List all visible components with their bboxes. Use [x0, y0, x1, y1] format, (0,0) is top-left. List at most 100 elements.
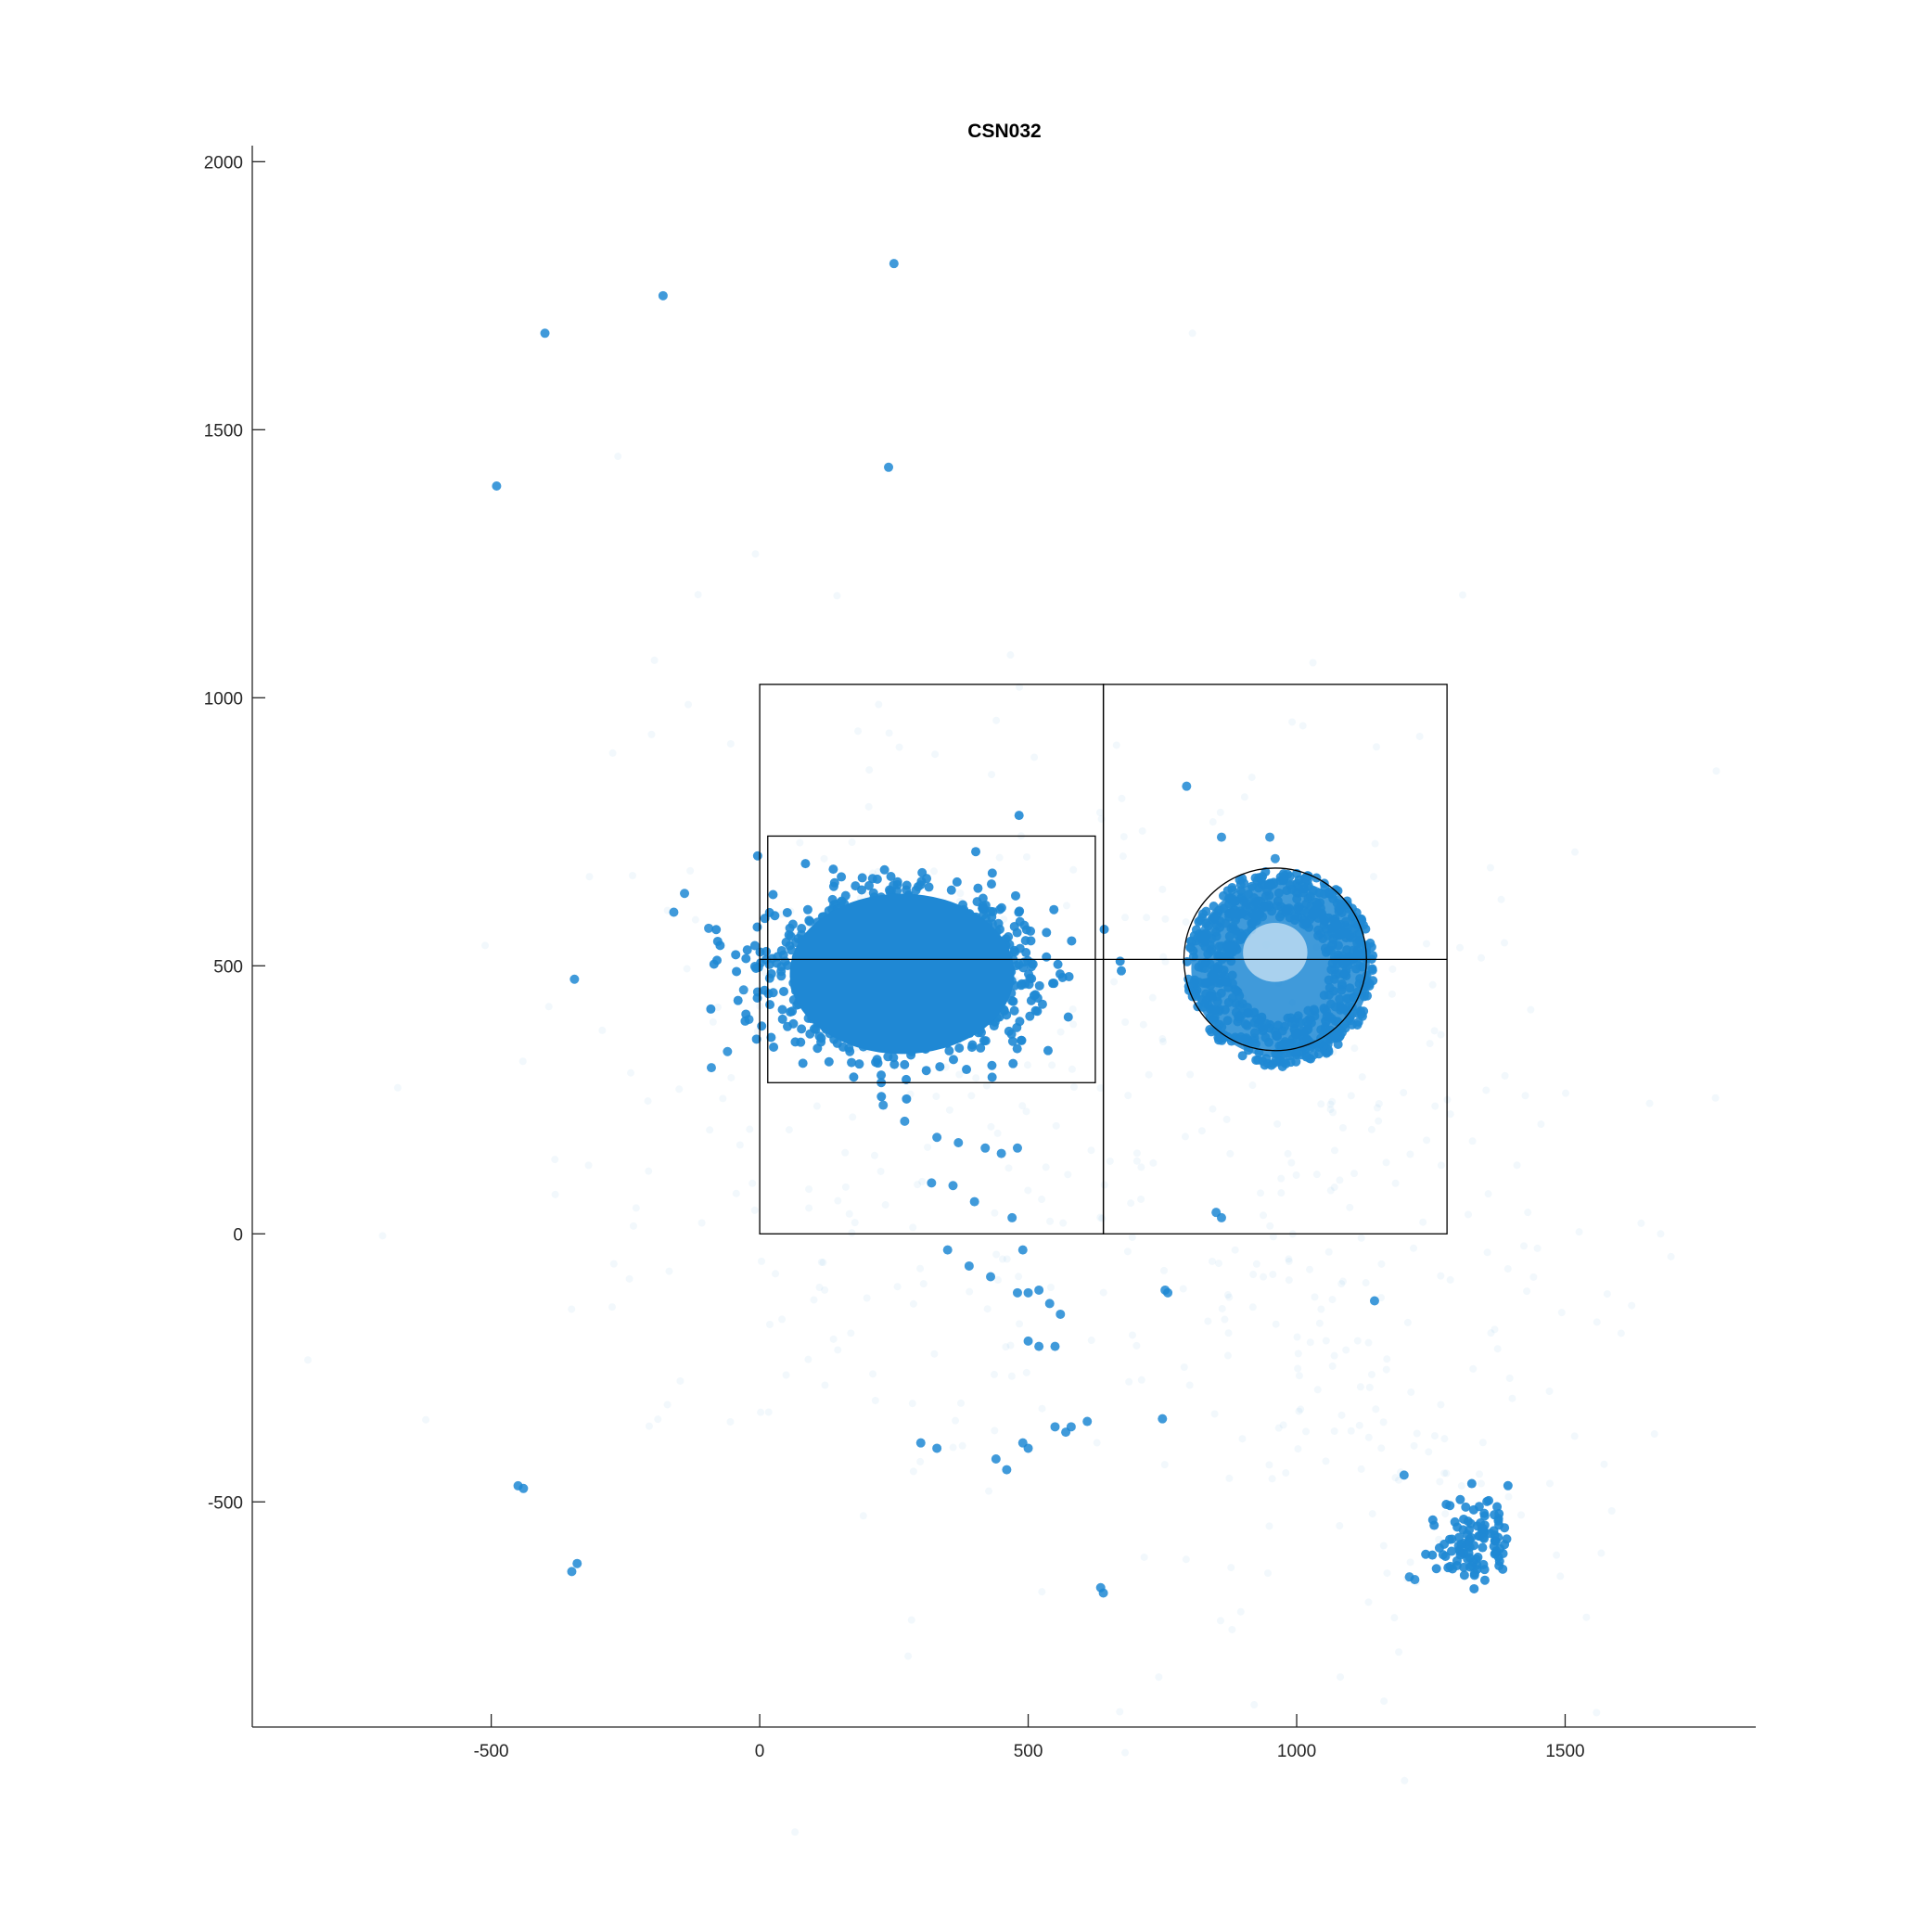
data-point [1427, 1515, 1438, 1525]
data-point [804, 915, 814, 926]
data-point [996, 1148, 1006, 1158]
faint-data-point [765, 1321, 774, 1329]
faint-data-point [957, 1399, 966, 1407]
data-point [1216, 832, 1226, 842]
faint-data-point [1322, 1457, 1330, 1465]
faint-data-point [1478, 1439, 1487, 1447]
faint-data-point [876, 1167, 885, 1175]
faint-data-point [1446, 1275, 1454, 1284]
faint-data-point [629, 1222, 637, 1230]
faint-data-point [1413, 1429, 1421, 1438]
faint-data-point [1087, 1337, 1095, 1345]
data-point [840, 890, 851, 901]
faint-data-point [778, 1315, 787, 1324]
faint-data-point [1294, 1364, 1302, 1373]
data-point [1042, 952, 1052, 962]
faint-data-point [1285, 1257, 1293, 1265]
data-point [962, 1065, 972, 1075]
data-point [944, 1045, 954, 1056]
data-point [1056, 1309, 1066, 1319]
faint-data-point [804, 1355, 812, 1363]
faint-data-point [1003, 1255, 1011, 1263]
faint-data-point [918, 1177, 927, 1185]
data-point [942, 1245, 953, 1255]
overlay-shapes-layer [759, 684, 1448, 1235]
data-point [971, 847, 981, 857]
faint-data-point [785, 1126, 793, 1134]
x-tick-label: 1500 [1545, 1742, 1584, 1761]
faint-data-point [1112, 741, 1120, 749]
data-point [847, 1057, 857, 1068]
faint-data-point [1379, 1542, 1388, 1550]
faint-data-point [1324, 1247, 1333, 1256]
faint-data-point [1197, 1127, 1206, 1135]
data-point [886, 872, 896, 882]
faint-data-point [518, 1057, 527, 1066]
faint-data-point [1096, 1084, 1105, 1093]
data-point [879, 864, 889, 875]
faint-data-point [1248, 1081, 1257, 1090]
faint-data-point [956, 889, 965, 898]
data-point [1367, 964, 1377, 974]
faint-data-point [1279, 1421, 1287, 1429]
faint-data-point [1367, 1370, 1375, 1378]
faint-data-point [1216, 808, 1224, 816]
data-point [1050, 1422, 1060, 1432]
data-point [1017, 1245, 1028, 1255]
faint-data-point [1364, 1338, 1373, 1347]
data-point [572, 1558, 582, 1568]
faint-data-point [1231, 1246, 1239, 1254]
faint-data-point [1030, 753, 1039, 761]
faint-data-point [422, 1415, 430, 1424]
data-point [768, 988, 778, 998]
faint-data-point [1628, 1301, 1636, 1310]
data-point [1049, 904, 1059, 915]
data-point [1479, 1575, 1490, 1585]
faint-data-point [1116, 1708, 1124, 1716]
faint-data-point [691, 915, 699, 924]
faint-data-point [1221, 1315, 1229, 1324]
data-point [1082, 1416, 1093, 1427]
data-point [1366, 941, 1376, 952]
data-point [733, 995, 743, 1005]
faint-data-point [1100, 1181, 1108, 1189]
faint-data-point [949, 1443, 957, 1452]
data-point [1478, 1559, 1489, 1569]
faint-data-point [1425, 1448, 1433, 1456]
faint-data-point [1293, 1333, 1301, 1341]
faint-data-point [1476, 1470, 1484, 1478]
faint-data-point [1287, 1158, 1296, 1167]
data-point [1063, 1012, 1073, 1022]
data-point [952, 876, 962, 887]
data-point [1009, 921, 1019, 931]
x-tick-label: 1000 [1277, 1742, 1316, 1761]
faint-data-point [871, 1396, 879, 1404]
faint-data-point [993, 1276, 1002, 1285]
faint-data-point [1277, 1174, 1286, 1183]
faint-data-point [1650, 1430, 1658, 1439]
faint-data-point [1143, 914, 1151, 922]
data-point [876, 1070, 887, 1081]
faint-data-point [1328, 1362, 1337, 1370]
faint-data-point [848, 838, 856, 846]
faint-data-point [909, 1223, 917, 1232]
data-point [1455, 1494, 1465, 1504]
faint-data-point [907, 1616, 915, 1624]
faint-data-point [1322, 1337, 1330, 1345]
data-point [805, 1029, 815, 1039]
data-point [1034, 1285, 1044, 1295]
faint-data-point [1139, 1020, 1147, 1029]
faint-data-point [1223, 1291, 1232, 1299]
faint-data-point [805, 1204, 813, 1212]
faint-data-point [841, 1183, 850, 1191]
faint-data-point [598, 1026, 607, 1034]
data-point [1034, 980, 1044, 991]
data-point [845, 1046, 855, 1056]
faint-data-point [1158, 885, 1167, 893]
data-point [1216, 1212, 1226, 1222]
data-point [1017, 1035, 1027, 1045]
faint-data-point [726, 1417, 735, 1426]
faint-data-point [1285, 1255, 1293, 1263]
faint-data-point [1022, 1368, 1030, 1376]
data-point [986, 879, 996, 889]
